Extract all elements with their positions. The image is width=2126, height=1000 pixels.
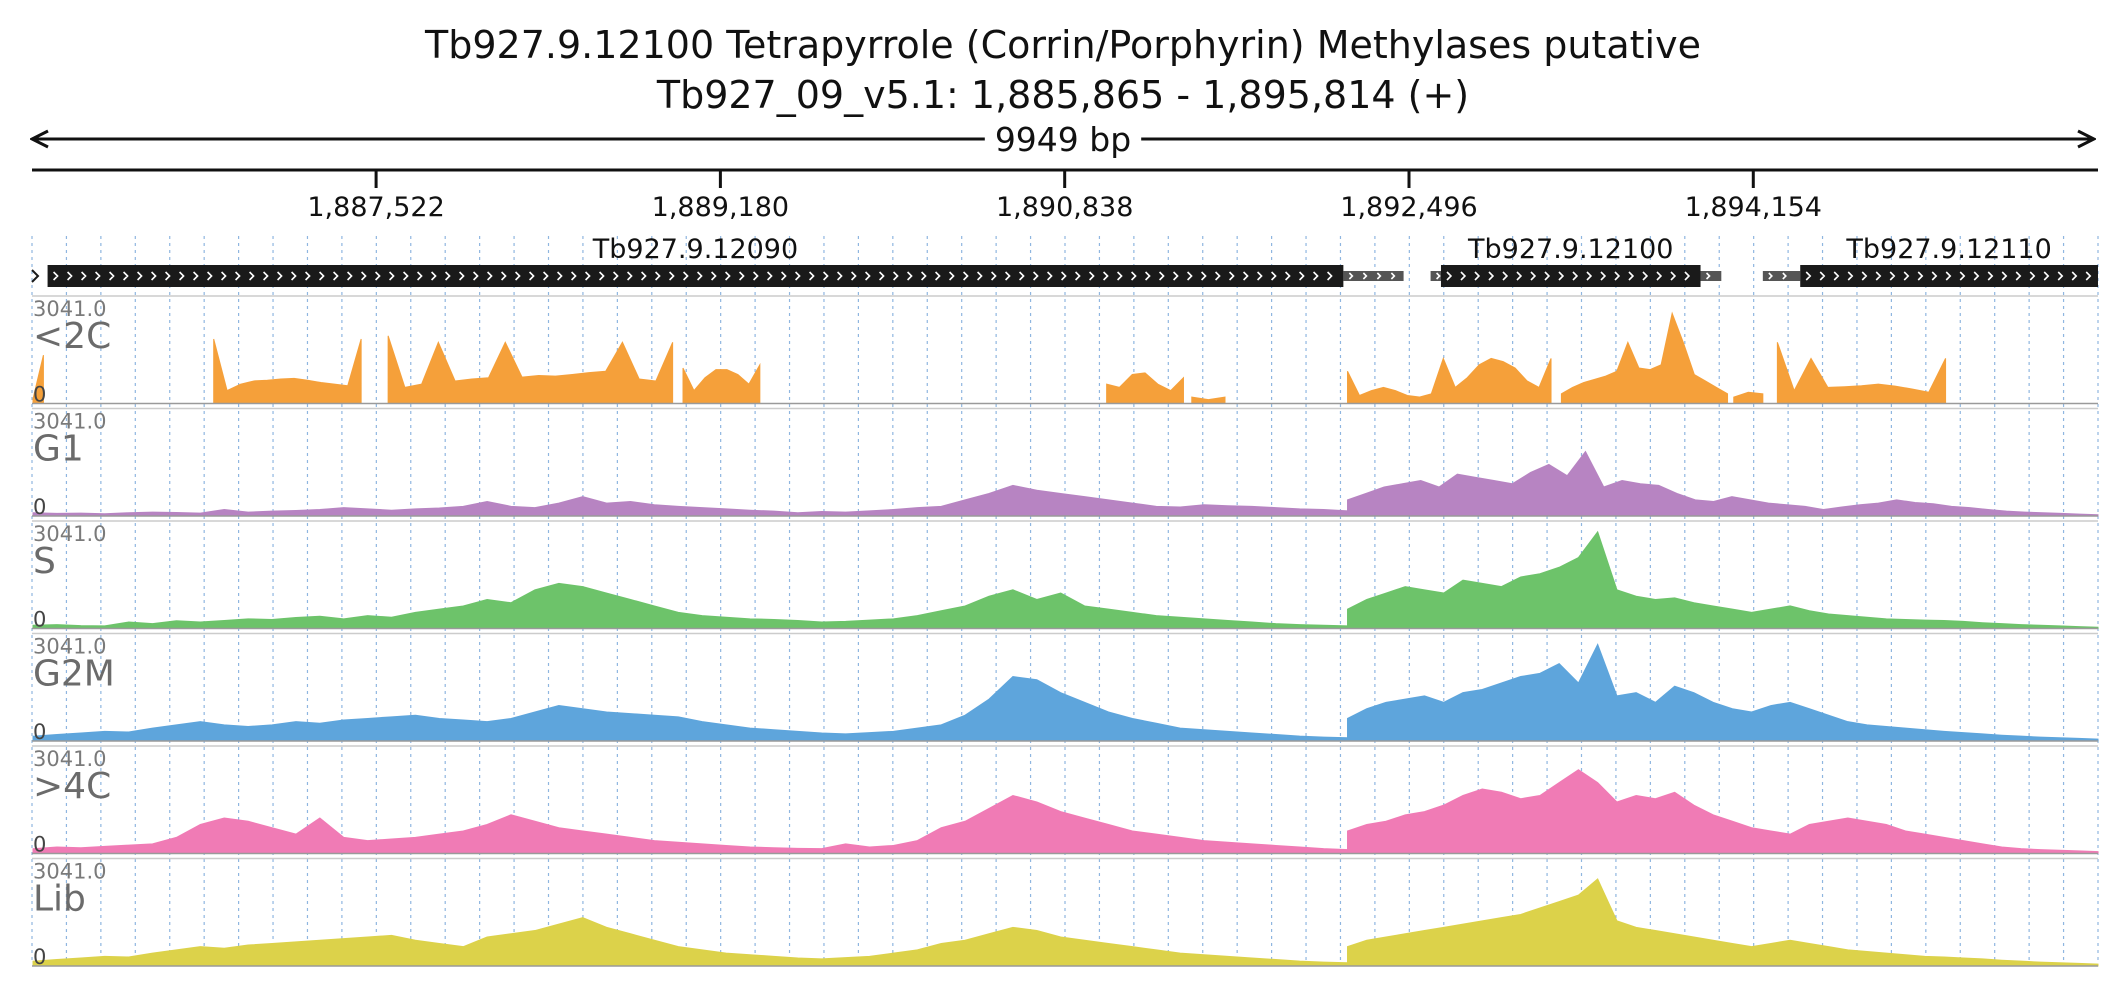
track-0: 3041.0<2C 0: [32, 295, 2098, 407]
strand-chevrons: [1705, 272, 1711, 280]
strand-chevrons: [1805, 271, 2092, 281]
gene-track: Tb927.9.12090 Tb927.9.12100 Tb927.9.12110: [31, 234, 2098, 287]
tick-label-3: 1,892,496: [1340, 192, 1477, 223]
coverage-area: [1106, 372, 1184, 404]
track-1: 3041.0G1 0: [32, 407, 2099, 519]
track-name-label: >4C: [33, 766, 111, 807]
coverage-area: [682, 362, 761, 404]
coverage-area: [1733, 391, 1764, 404]
coverage-area: [1776, 342, 1947, 404]
track-zero-label: 0: [33, 383, 46, 407]
track-max-label: 3041.0: [33, 522, 106, 546]
gene-utr-5: [1430, 271, 1441, 281]
gene-0[interactable]: Tb927.9.12090: [47, 234, 1404, 287]
track-zero-label: 0: [33, 833, 46, 857]
gene-cds: [47, 265, 1344, 287]
tick-label-0: 1,887,522: [307, 192, 444, 223]
gene-utr-3: [1700, 271, 1722, 281]
gene-clip-marker: [31, 269, 40, 283]
coverage-area: [387, 335, 674, 404]
coverage-area: [32, 794, 1349, 854]
track-max-label: 3041.0: [33, 635, 106, 659]
strand-chevrons: [1446, 271, 1691, 281]
chart-title: Tb927.9.12100 Tetrapyrrole (Corrin/Porph…: [424, 23, 1701, 67]
track-max-label: 3041.0: [33, 860, 106, 884]
strand-chevrons: [1348, 272, 1396, 280]
coverage-area: [1347, 530, 2099, 629]
coverage-area: [1560, 311, 1729, 404]
gene-utr-5: [1762, 271, 1801, 281]
coverage-tracks: 3041.0<2C03041.0G103041.0S03041.0G2M0304…: [32, 295, 2099, 969]
coverage-area: [1347, 643, 2099, 742]
track-zero-label: 0: [33, 720, 46, 744]
gene-utr-3: [1343, 271, 1404, 281]
track-2: 3041.0S 0: [32, 520, 2099, 632]
coverage-area: [32, 676, 1349, 742]
strand-chevrons: [1436, 272, 1441, 280]
coverage-area: [1347, 769, 2099, 854]
track-max-label: 3041.0: [33, 297, 106, 321]
span-indicator: 9949 bp: [32, 120, 2094, 159]
strand-chevrons: [1768, 272, 1787, 280]
coverage-area: [32, 484, 1349, 517]
track-name-label: S: [33, 541, 56, 582]
track-zero-label: 0: [33, 495, 46, 519]
coordinate-ticks: 1,887,522 1,889,180 1,890,838 1,892,496 1,89…: [307, 170, 1822, 223]
gene-label-1: Tb927.9.12100: [1467, 234, 1673, 265]
gene-1[interactable]: Tb927.9.12100: [1430, 234, 1722, 287]
chart-subtitle: Tb927_09_v5.1: 1,885,865 - 1,895,814 (+): [656, 73, 1469, 117]
coverage-area: [32, 917, 1349, 967]
gene-cds: [1440, 265, 1701, 287]
track-name-label: G2M: [33, 654, 115, 695]
coverage-area: [1191, 396, 1226, 404]
tick-label-4: 1,894,154: [1685, 192, 1822, 223]
track-name-label: <2C: [33, 316, 111, 357]
coverage-area: [32, 582, 1349, 629]
track-zero-label: 0: [33, 608, 46, 632]
tick-label-1: 1,889,180: [652, 192, 789, 223]
gene-label-0: Tb927.9.12090: [592, 234, 798, 265]
gene-label-2: Tb927.9.12110: [1845, 234, 2051, 265]
track-zero-label: 0: [33, 945, 46, 969]
track-name-label: Lib: [33, 879, 86, 920]
strand-chevrons: [53, 271, 1333, 281]
coverage-area: [1347, 450, 2099, 517]
coverage-area: [1347, 356, 1552, 404]
coverage-area: [213, 338, 362, 404]
span-label: 9949 bp: [995, 120, 1131, 159]
track-name-label: G1: [33, 429, 84, 470]
tick-label-2: 1,890,838: [996, 192, 1133, 223]
track-max-label: 3041.0: [33, 410, 106, 434]
track-4: 3041.0>4C 0: [32, 745, 2099, 857]
gene-2[interactable]: Tb927.9.12110: [1762, 234, 2098, 287]
coverage-area: [1347, 878, 2099, 967]
track-max-label: 3041.0: [33, 747, 106, 771]
